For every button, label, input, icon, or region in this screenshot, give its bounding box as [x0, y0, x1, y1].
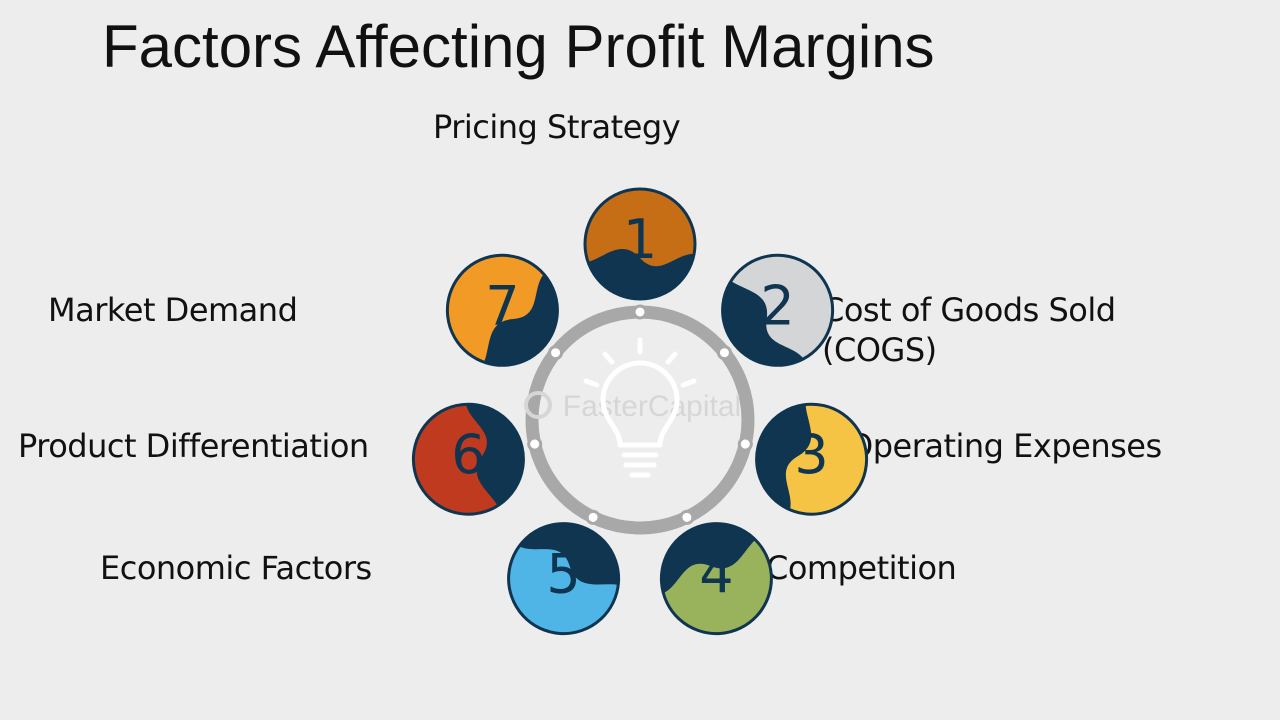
- factor-number-7: 7: [485, 274, 519, 337]
- factor-number-5: 5: [546, 543, 580, 606]
- factor-label-6: Product Differentiation: [18, 426, 369, 466]
- slide-title: Factors Affecting Profit Margins: [102, 13, 935, 80]
- factor-label-line: Economic Factors: [100, 549, 372, 587]
- connector-dot: [679, 509, 695, 525]
- connector-dot: [548, 345, 564, 361]
- factor-label-line: Product Differentiation: [18, 427, 369, 465]
- factor-label-line: Pricing Strategy: [433, 108, 681, 146]
- factor-number-1: 1: [623, 208, 657, 271]
- factor-number-2: 2: [760, 274, 794, 337]
- factor-label-2: Cost of Goods Sold (COGS): [822, 290, 1116, 370]
- factor-label-line: Operating Expenses: [848, 427, 1162, 465]
- watermark-text: FasterCapital: [563, 390, 741, 423]
- lightbulb-icon: [583, 337, 697, 478]
- factor-label-line: Market Demand: [48, 291, 298, 329]
- factor-label-3: Operating Expenses: [848, 426, 1162, 466]
- factor-number-4: 4: [699, 543, 733, 606]
- connector-dot: [527, 436, 543, 452]
- factor-label-line: Competition: [766, 549, 957, 587]
- factor-number-6: 6: [451, 423, 485, 486]
- factor-label-line: (COGS): [822, 331, 937, 369]
- connector-dot: [737, 436, 753, 452]
- factor-label-line: Cost of Goods Sold: [822, 291, 1116, 329]
- factor-label-5: Economic Factors: [100, 548, 372, 588]
- factor-label-7: Market Demand: [48, 290, 298, 330]
- watermark-logo: FasterCapital: [524, 390, 741, 423]
- connector-dot: [716, 345, 732, 361]
- factor-label-4: Competition: [766, 548, 957, 588]
- factor-number-3: 3: [794, 423, 828, 486]
- factor-label-1: Pricing Strategy: [433, 107, 681, 147]
- connector-dot: [585, 509, 601, 525]
- connector-dot: [632, 304, 648, 320]
